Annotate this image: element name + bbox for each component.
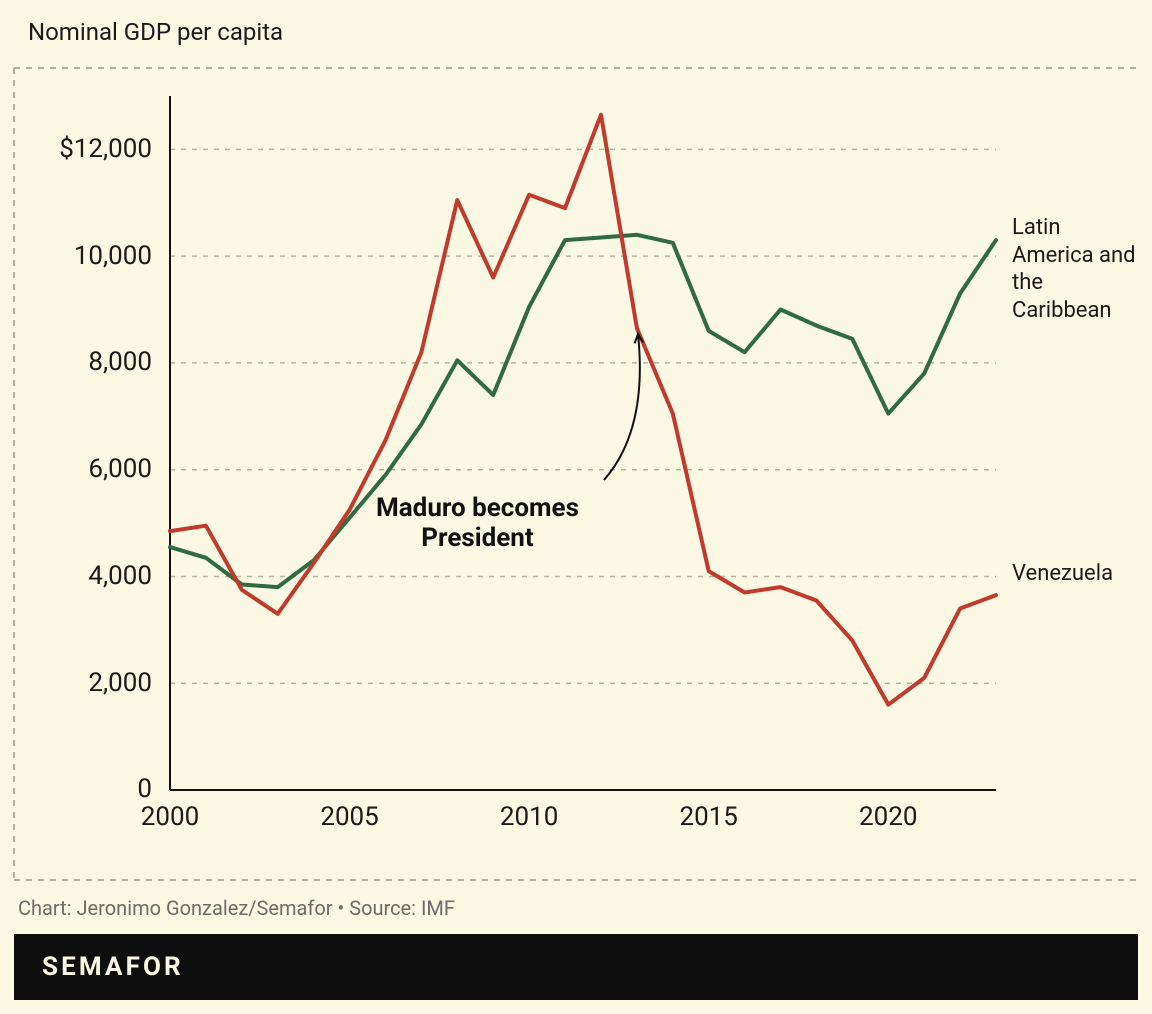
x-tick-label: 2010 <box>479 802 579 832</box>
y-tick-label: 6,000 <box>12 454 152 484</box>
series-label-lac: Latin America and the Caribbean <box>1012 214 1142 324</box>
x-tick-label: 2000 <box>120 802 220 832</box>
chart-title: Nominal GDP per capita <box>28 18 283 46</box>
annotation-label: Maduro becomesPresident <box>376 494 579 554</box>
y-tick-label: 10,000 <box>12 241 152 271</box>
x-tick-label: 2020 <box>838 802 938 832</box>
footer-brand: SEMAFOR <box>42 952 184 982</box>
y-tick-label: 4,000 <box>12 561 152 591</box>
footer-bar: SEMAFOR <box>14 934 1138 1000</box>
y-tick-label: 2,000 <box>12 668 152 698</box>
chart-canvas: Nominal GDP per capita Chart: Jeronimo G… <box>0 0 1152 1014</box>
y-tick-label: 0 <box>12 774 152 804</box>
x-tick-label: 2005 <box>300 802 400 832</box>
chart-credit: Chart: Jeronimo Gonzalez/Semafor • Sourc… <box>18 896 455 920</box>
y-tick-label: 8,000 <box>12 347 152 377</box>
x-tick-label: 2015 <box>659 802 759 832</box>
y-tick-label: $12,000 <box>12 134 152 164</box>
series-label-ven: Venezuela <box>1012 560 1142 588</box>
